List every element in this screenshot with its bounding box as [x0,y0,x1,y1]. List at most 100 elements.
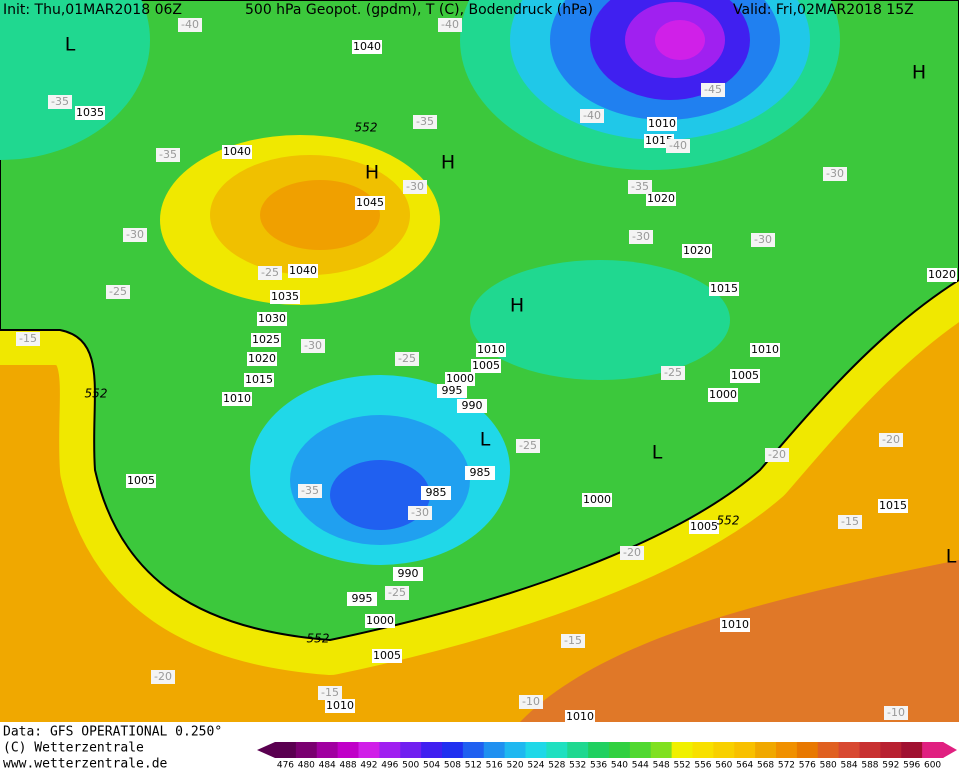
legend-swatch [650,742,673,758]
legend-tick-label: 584 [840,761,857,771]
temperature-label-box [661,366,685,380]
temperature-label: -35 [631,180,649,193]
data-source: Data: GFS OPERATIONAL 0.250° [3,725,222,740]
isobar-label-box [927,268,957,282]
temperature-label-box [318,686,342,700]
legend-tick-label: 564 [736,761,753,771]
temperature-label: -25 [109,285,127,298]
legend-tick-label: 576 [799,761,816,771]
isobar-label-box [465,466,495,480]
temperature-label-box [884,706,908,720]
legend-tick-label: 512 [465,761,482,771]
legend-tick-label: 496 [381,761,398,771]
legend-swatch [609,742,631,758]
isobar-label-box [257,312,287,326]
isobar-label-box [437,384,467,398]
isobar-label-box [457,399,487,413]
legend-swatch [295,742,318,758]
isobar-label: 1000 [583,493,611,506]
temperature-label: -40 [583,109,601,122]
isobar-label-box [647,117,677,131]
isobar-label-box [355,196,385,210]
legend-swatch [483,742,506,758]
temperature-label: -25 [664,366,682,379]
temperature-label-box [838,515,862,529]
legend-tick-label: 552 [673,761,690,771]
legend-swatch [671,742,693,758]
legend-swatch [588,742,610,758]
isobar-label: 1010 [326,699,354,712]
temperature-label-box [701,83,725,97]
temperature-label-box [580,109,604,123]
temperature-label: -30 [411,506,429,519]
isobar-label: 1020 [928,268,956,281]
legend-tick-label: 528 [548,761,565,771]
temperature-label-box [751,233,775,247]
temperature-label-box [408,506,432,520]
legend-arrow-right [943,742,957,758]
isobar-label: 1015 [879,499,907,512]
temperature-label-box [516,439,540,453]
temperature-label-box [298,484,322,498]
legend-swatch [442,742,464,758]
temperature-label: -20 [154,670,172,683]
legend-tick-label: 568 [757,761,774,771]
temperature-label-box [123,228,147,242]
pressure-center: H [510,295,524,317]
isobar-label: 1045 [356,196,384,209]
isobar-label-box [222,392,252,406]
isobar-label: 1020 [248,352,276,365]
legend-tick-label: 476 [277,761,294,771]
isobar-label-box [347,592,377,606]
init-time: Init: Thu,01MAR2018 06Z [3,2,182,18]
legend-arrow-left [257,742,275,758]
temperature-label: -20 [882,433,900,446]
temperature-label-box [178,18,202,32]
isobar-label: 1010 [477,343,505,356]
temperature-label: -35 [416,115,434,128]
isobar-label-box [476,343,506,357]
isobar-label-box [878,499,908,513]
isobar-label-box [565,710,595,724]
temperature-label-box [666,139,690,153]
legend-tick-label: 540 [611,761,628,771]
isobar-label-box [689,520,719,534]
temperature-label-box [561,634,585,648]
legend-tick-label: 580 [820,761,837,771]
pressure-center: L [946,546,957,568]
temperature-label-box [16,332,40,346]
temperature-label-box [620,546,644,560]
isobar-label-box [247,352,277,366]
isobar-label: 1030 [258,312,286,325]
temperature-label: -25 [388,586,406,599]
temperature-label-box [628,180,652,194]
isobar-label: 990 [462,399,483,412]
temperature-label-box [403,180,427,194]
temperature-label-box [413,115,437,129]
legend-swatch [817,742,840,758]
temperature-label: -30 [632,230,650,243]
isobar-label-box [244,373,274,387]
legend-tick-label: 600 [924,761,941,771]
pressure-center: H [441,152,455,174]
isobar-label-box [421,486,451,500]
legend-tick-label: 508 [444,761,461,771]
legend-tick-label: 572 [778,761,795,771]
isobar-label-box [393,567,423,581]
isobar-label: 1040 [223,145,251,158]
pressure-center: H [365,162,379,184]
fields: 500 hPa Geopot. (gpdm), T (C), Bodendruc… [245,2,593,18]
legend-tick-label: 548 [653,761,670,771]
copyright: (C) Wetterzentrale [3,741,144,756]
legend-swatch [316,742,339,758]
isobar-label: 1020 [647,192,675,205]
isobar-label: 985 [470,466,491,479]
legend-tick-label: 592 [882,761,899,771]
isobar-label-box [126,474,156,488]
isobar-label: 1000 [709,388,737,401]
legend-tick-label: 532 [569,761,586,771]
temperature-label-box [301,339,325,353]
isobar-label: 1000 [446,372,474,385]
legend-tick-label: 560 [715,761,732,771]
contour-label: 552 [307,632,330,646]
